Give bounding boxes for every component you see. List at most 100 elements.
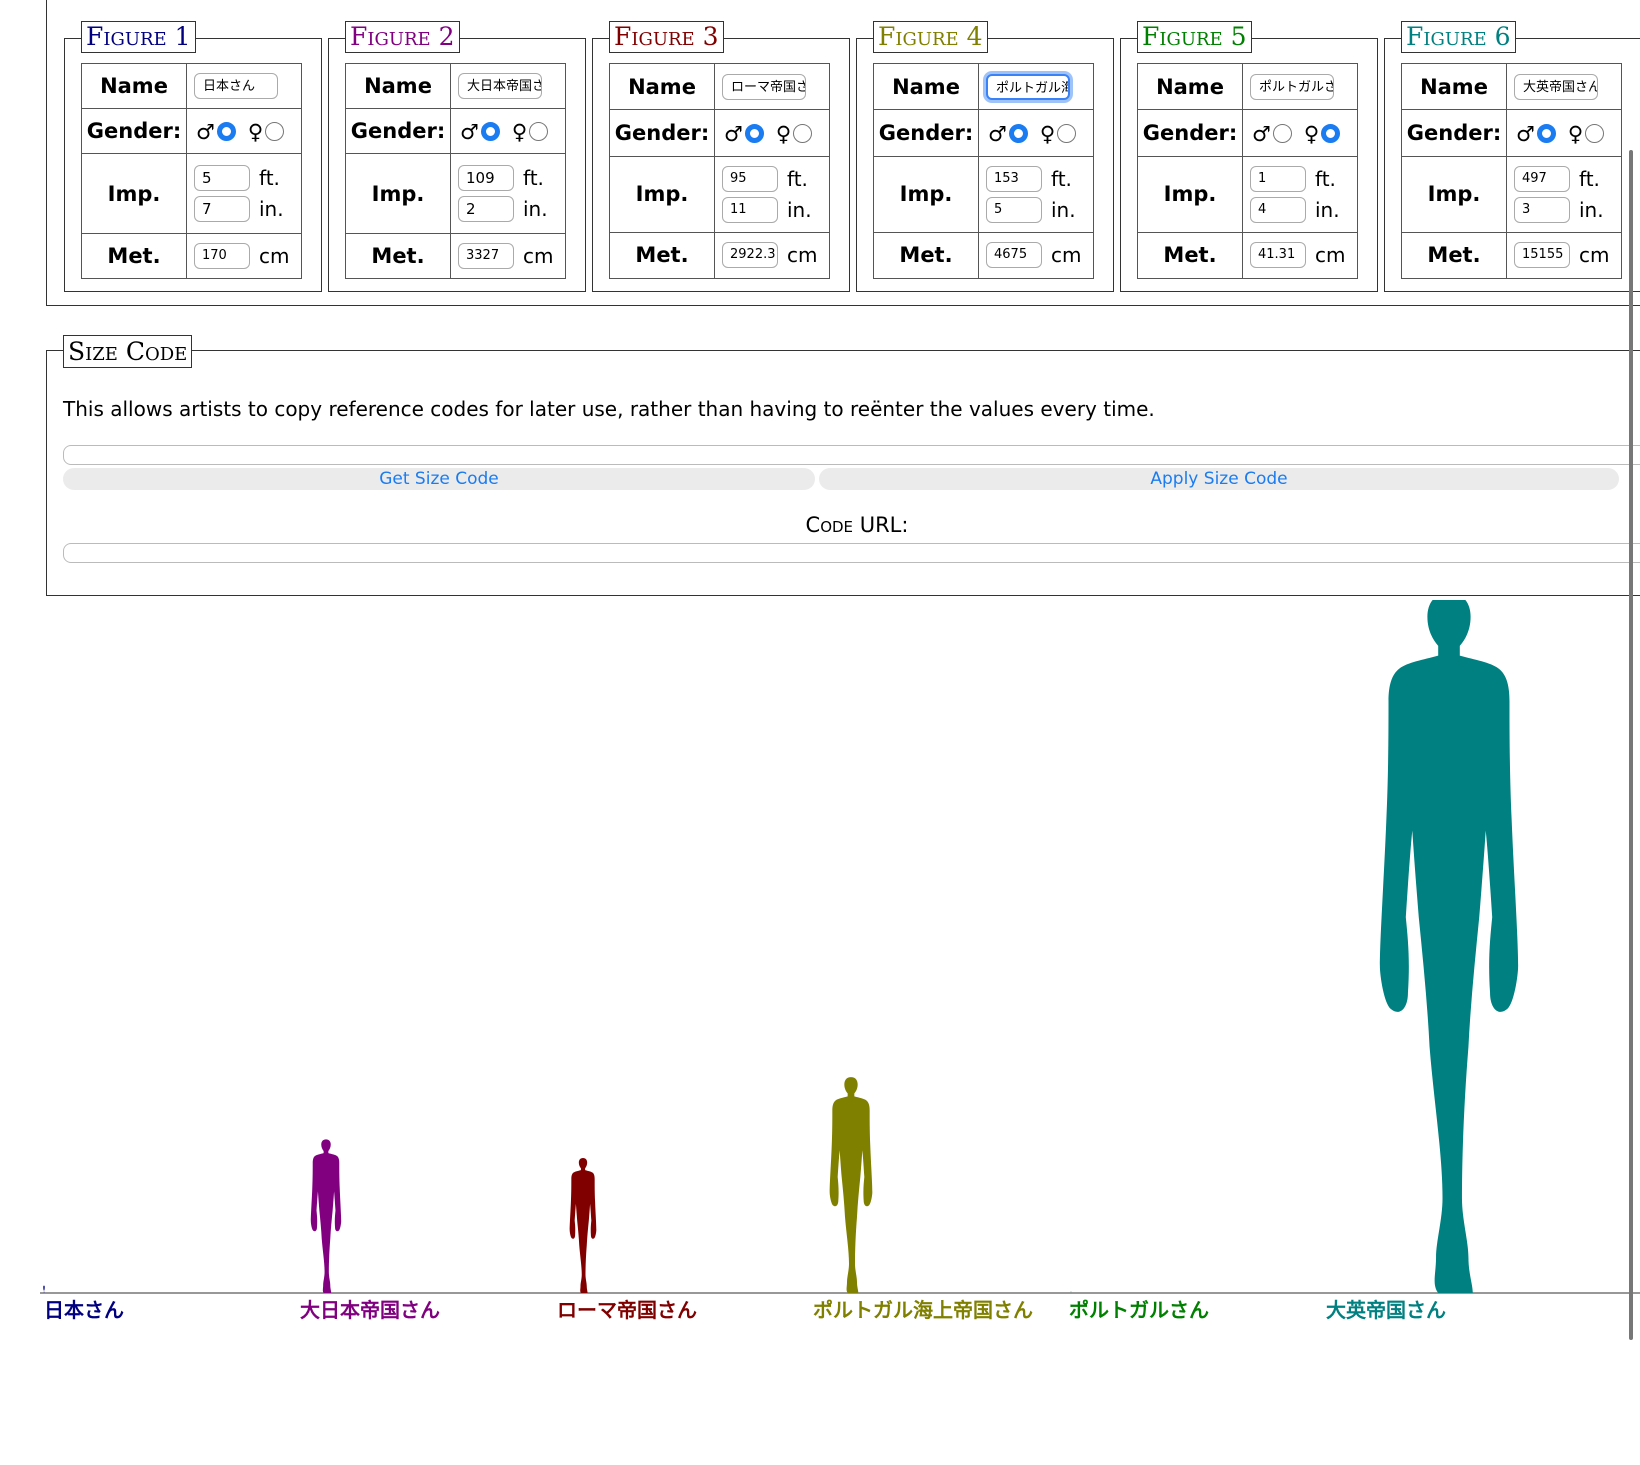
figure-6-name-input[interactable]: 大英帝国さん — [1514, 73, 1598, 100]
figure-3-cm-input[interactable]: 2922.3 — [722, 242, 778, 269]
figure-5-panel: Figure 5 Name ポルトガルさん Gender: ♂♀ Imp. 1f… — [1120, 21, 1378, 292]
figure-6-cm-input[interactable]: 15155 — [1514, 242, 1570, 269]
name-label: Name — [873, 62, 979, 111]
gender-options: ♂ ♀ — [714, 109, 830, 157]
figure-silhouette — [43, 1285, 45, 1293]
feet-unit: ft. — [523, 166, 544, 191]
gender-label: Gender: — [1401, 109, 1507, 157]
inches-unit: in. — [787, 197, 812, 222]
imperial-label: Imp. — [609, 155, 715, 233]
get-size-code-button[interactable]: Get Size Code — [63, 468, 815, 490]
height-comparison-chart: 日本さん 大日本帝国さん ローマ帝国さん ポルトガル海上帝国さん ポルトガルさん 大英帝国… — [40, 600, 1640, 1322]
figure-legend: Figure 6 — [1401, 21, 1516, 53]
figure-2-name-input[interactable]: 大日本帝国さん — [458, 73, 542, 100]
gender-label: Gender: — [873, 109, 979, 157]
figure-4-panel: Figure 4 Name ポルトガル海上帝国さん Gender: ♂♀ Imp… — [856, 21, 1114, 292]
figure-legend: Figure 1 — [81, 21, 196, 53]
cm-unit: cm — [523, 243, 554, 268]
figure-3-inches-input[interactable]: 11 — [722, 196, 778, 223]
figure-1-inches-input[interactable]: 7 — [194, 196, 250, 223]
metric-label: Met. — [345, 232, 451, 280]
male-symbol: ♂ — [1516, 121, 1535, 146]
gender-label: Gender: — [1137, 109, 1243, 157]
figure-silhouette — [1379, 600, 1519, 1293]
figure-1-female-radio[interactable] — [265, 122, 285, 142]
figure-name-label: ポルトガルさん — [1069, 1298, 1209, 1322]
gender-options: ♂ ♀ — [1506, 109, 1622, 157]
figure-6-panel: Figure 6 Name 大英帝国さん Gender: ♂ ♀ Imp. 497… — [1384, 21, 1640, 292]
code-url-input[interactable] — [63, 543, 1640, 563]
gender-options: ♂ ♀ — [1242, 109, 1358, 157]
size-code-input[interactable] — [63, 445, 1640, 465]
figure-4-feet-input[interactable]: 153 — [986, 165, 1042, 192]
figure-5-feet-input[interactable]: 1 — [1250, 165, 1306, 192]
size-code-section: Size Code This allows artists to copy re… — [46, 335, 1640, 596]
cm-unit: cm — [259, 243, 290, 268]
figure-1-cm-input[interactable]: 170 — [194, 242, 250, 269]
figure-3-male-radio[interactable] — [744, 124, 764, 144]
inches-unit: in. — [1315, 197, 1340, 222]
figure-5-cm-input[interactable]: 41.31 — [1250, 242, 1306, 269]
figure-2-cm-input[interactable]: 3327 — [458, 242, 514, 269]
figure-4-inches-input[interactable]: 5 — [986, 196, 1042, 223]
figure-5-name-input[interactable]: ポルトガルさん — [1250, 73, 1334, 100]
feet-unit: ft. — [1315, 166, 1336, 191]
name-label: Name — [345, 62, 451, 110]
figure-2-inches-input[interactable]: 2 — [458, 196, 514, 223]
figure-name-label: 大日本帝国さん — [300, 1298, 440, 1322]
figure-6-feet-input[interactable]: 497 — [1514, 165, 1570, 192]
name-label: Name — [609, 62, 715, 111]
male-symbol: ♂ — [196, 119, 215, 144]
figure-4-male-radio[interactable] — [1008, 124, 1028, 144]
figure-silhouette — [310, 1139, 342, 1293]
metric-label: Met. — [609, 231, 715, 280]
figure-1-male-radio[interactable] — [216, 122, 236, 142]
code-url-label: Code URL: — [805, 513, 909, 537]
imperial-label: Imp. — [81, 153, 187, 234]
figure-5-female-radio[interactable] — [1321, 124, 1341, 144]
figure-3-feet-input[interactable]: 95 — [722, 165, 778, 192]
figure-1-table: Name 日本さん Gender: ♂ ♀ Imp. 5 ft. 7 in. — [81, 62, 302, 280]
male-symbol: ♂ — [460, 119, 479, 144]
name-label: Name — [81, 62, 187, 110]
figure-3-name-input[interactable]: ローマ帝国さん — [722, 73, 806, 100]
gender-options: ♂ ♀ — [450, 108, 566, 155]
figure-5-table: Name ポルトガルさん Gender: ♂♀ Imp. 1ft. 4in. — [1137, 62, 1358, 280]
figure-3-panel: Figure 3 Name ローマ帝国さん Gender: ♂♀ Imp. 95… — [592, 21, 850, 292]
figure-6-table: Name 大英帝国さん Gender: ♂ ♀ Imp. 497 ft. 3 in. — [1401, 62, 1622, 280]
female-symbol: ♀ — [775, 121, 792, 146]
figures-panel — [46, 0, 1640, 306]
feet-unit: ft. — [1051, 166, 1072, 191]
figure-2-male-radio[interactable] — [480, 122, 500, 142]
female-symbol: ♀ — [1039, 121, 1056, 146]
male-symbol: ♂ — [988, 121, 1007, 146]
figure-1-name-input[interactable]: 日本さん — [194, 73, 278, 100]
figure-4-name-input[interactable]: ポルトガル海上帝国さん — [986, 73, 1070, 100]
inches-unit: in. — [523, 197, 548, 222]
inches-unit: in. — [1579, 197, 1604, 222]
figure-4-female-radio[interactable] — [1057, 124, 1077, 144]
figure-1-feet-input[interactable]: 5 — [194, 165, 250, 192]
figure-2-feet-input[interactable]: 109 — [458, 165, 514, 192]
inches-unit: in. — [259, 197, 284, 222]
gender-label: Gender: — [609, 109, 715, 157]
figure-5-inches-input[interactable]: 4 — [1250, 196, 1306, 223]
female-symbol: ♀ — [247, 119, 264, 144]
male-symbol: ♂ — [724, 121, 743, 146]
figure-name-label: 大英帝国さん — [1326, 1298, 1446, 1322]
figure-6-inches-input[interactable]: 3 — [1514, 196, 1570, 223]
apply-size-code-button[interactable]: Apply Size Code — [819, 468, 1619, 490]
figure-6-male-radio[interactable] — [1536, 124, 1556, 144]
scrollbar[interactable] — [1629, 150, 1633, 1340]
figure-4-cm-input[interactable]: 4675 — [986, 242, 1042, 269]
figure-5-male-radio[interactable] — [1272, 124, 1292, 144]
figure-legend: Figure 5 — [1137, 21, 1252, 53]
figure-6-female-radio[interactable] — [1585, 124, 1605, 144]
figure-legend: Figure 2 — [345, 21, 460, 53]
imperial-label: Imp. — [1401, 155, 1507, 233]
size-code-description: This allows artists to copy reference co… — [63, 397, 1155, 421]
figure-2-female-radio[interactable] — [529, 122, 549, 142]
figure-3-female-radio[interactable] — [793, 124, 813, 144]
figure-silhouette — [829, 1077, 873, 1293]
